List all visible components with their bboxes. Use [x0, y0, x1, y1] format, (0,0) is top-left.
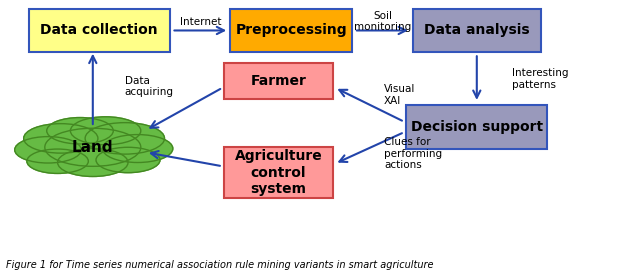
Text: Soil
monitoring: Soil monitoring: [354, 11, 412, 32]
Circle shape: [47, 118, 113, 144]
Text: Visual
XAI: Visual XAI: [384, 84, 415, 106]
Circle shape: [58, 148, 128, 176]
Circle shape: [24, 124, 98, 153]
FancyBboxPatch shape: [413, 9, 541, 52]
FancyBboxPatch shape: [406, 105, 547, 148]
Text: Internet: Internet: [180, 17, 221, 26]
FancyBboxPatch shape: [230, 9, 352, 52]
Circle shape: [102, 135, 173, 163]
Text: Data collection: Data collection: [40, 23, 158, 38]
Text: Decision support: Decision support: [411, 120, 543, 134]
Text: Agriculture
control
system: Agriculture control system: [234, 150, 323, 196]
Text: Interesting
patterns: Interesting patterns: [512, 68, 568, 89]
Text: Preprocessing: Preprocessing: [236, 23, 347, 38]
Circle shape: [85, 123, 164, 154]
Text: Data analysis: Data analysis: [424, 23, 530, 38]
Circle shape: [45, 128, 141, 166]
Circle shape: [15, 137, 81, 163]
FancyBboxPatch shape: [29, 9, 170, 52]
FancyBboxPatch shape: [224, 147, 333, 198]
Text: Figure 1 for Time series numerical association rule mining variants in smart agr: Figure 1 for Time series numerical assoc…: [6, 261, 434, 270]
Circle shape: [70, 117, 141, 145]
FancyBboxPatch shape: [224, 63, 333, 99]
Text: Data
acquiring: Data acquiring: [125, 76, 174, 97]
Text: Clues for
performing
actions: Clues for performing actions: [384, 137, 442, 170]
Circle shape: [27, 149, 88, 173]
Text: Farmer: Farmer: [250, 74, 307, 88]
Text: Land: Land: [72, 140, 114, 155]
Circle shape: [96, 147, 160, 173]
